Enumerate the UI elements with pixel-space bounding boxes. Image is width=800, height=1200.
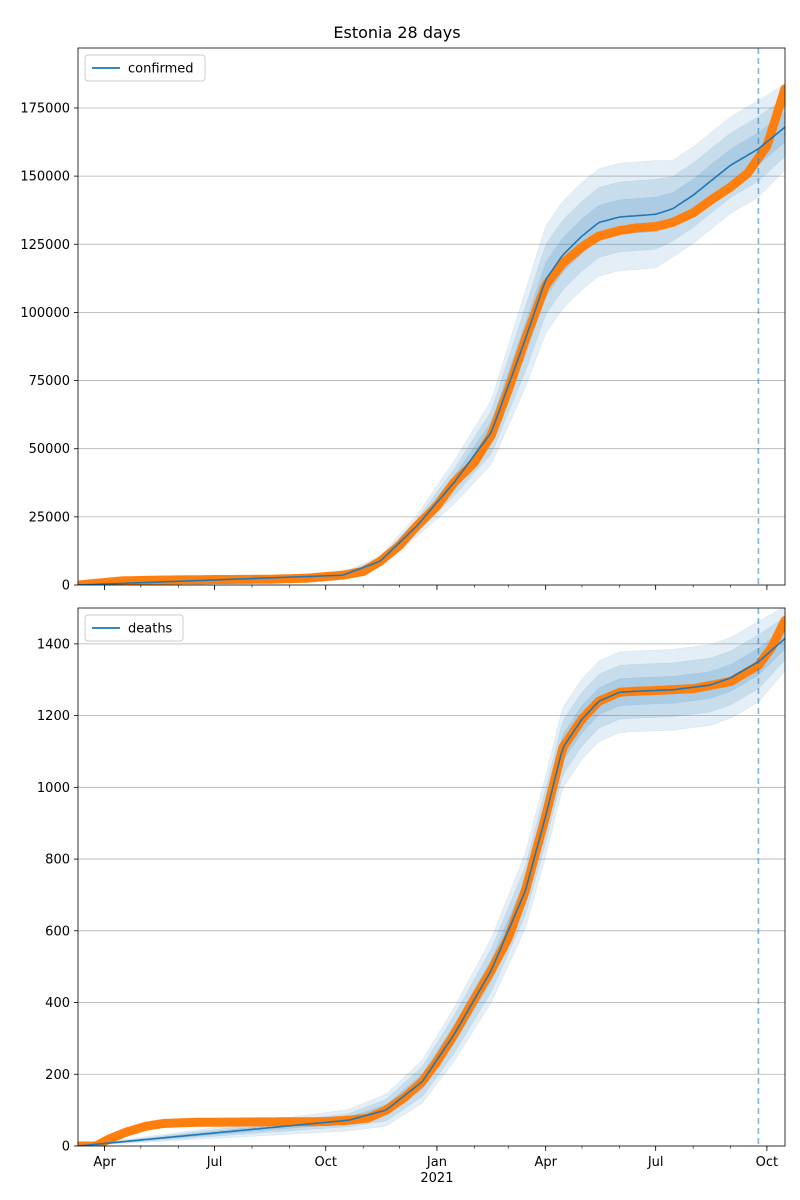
model-series — [78, 126, 785, 585]
y-tick-label: 0 — [62, 579, 70, 594]
confirmed-panel: 0 25000 50000 75000 100000 125000 150000 175000… — [20, 47, 786, 594]
y-tick-label: 800 — [45, 853, 70, 868]
y-tick-label: 25000 — [29, 510, 70, 525]
y-tick-label: 75000 — [29, 374, 70, 389]
observed-point — [159, 1118, 169, 1128]
observed-point — [743, 168, 753, 178]
chart-title: Estonia 28 days — [333, 23, 460, 42]
y-tick-label: 100000 — [20, 306, 70, 321]
observed-point — [631, 223, 641, 233]
observed-point — [558, 258, 568, 268]
legend-label: deaths — [128, 622, 173, 637]
x-year-label: 2021 — [420, 1171, 453, 1186]
axes-frame — [77, 607, 786, 1147]
observed-point — [705, 196, 715, 206]
observed-point — [469, 457, 479, 467]
x-tick-label: Oct — [756, 1155, 778, 1170]
x-tick-label: Apr — [93, 1155, 116, 1170]
legend-label: confirmed — [128, 62, 194, 77]
observed-point — [594, 231, 604, 241]
model-series — [78, 637, 785, 1146]
observed-point — [486, 430, 496, 440]
legend: deaths — [84, 614, 184, 642]
observed-point — [726, 182, 736, 192]
legend: confirmed — [84, 54, 206, 82]
x-tick-label: Jan — [426, 1155, 447, 1170]
y-tick-label: 1200 — [37, 709, 70, 724]
observed-point — [762, 141, 772, 151]
observed-point — [767, 642, 777, 652]
y-tick-label: 0 — [62, 1140, 70, 1155]
y-tick-label: 125000 — [20, 238, 70, 253]
observed-point — [141, 1121, 151, 1131]
observed-point — [104, 1134, 114, 1144]
observed-point — [688, 684, 698, 694]
plot-area — [78, 83, 785, 585]
x-tick-label: Oct — [315, 1155, 337, 1170]
observed-point — [78, 580, 83, 585]
observed-point — [780, 84, 785, 94]
axes-frame — [77, 47, 786, 586]
y-tick-label: 200 — [45, 1068, 70, 1083]
observed-point — [668, 217, 678, 227]
observed-point — [264, 574, 274, 584]
observed-point — [190, 1117, 200, 1127]
observed-point — [399, 1093, 409, 1103]
observed-point — [577, 242, 587, 252]
y-tick-label: 400 — [45, 996, 70, 1011]
legend-box — [84, 54, 206, 82]
legend-box — [84, 614, 184, 642]
observed-point — [394, 540, 404, 550]
observed-point — [123, 1127, 133, 1137]
x-tick-label: Jul — [206, 1155, 223, 1170]
y-tick-label: 1400 — [37, 637, 70, 652]
observed-point — [432, 501, 442, 511]
observed-point — [688, 208, 698, 218]
plot-area — [78, 608, 785, 1146]
deaths-panel: 0 200 400 600 800 1000 1200 1400 Apr Jul Oct Jan Apr… — [37, 607, 786, 1186]
y-tick-label: 1000 — [37, 781, 70, 796]
x-tick-label: Apr — [534, 1155, 557, 1170]
x-tick-label: Jul — [647, 1155, 664, 1170]
y-tick-label: 150000 — [20, 170, 70, 185]
observed-series — [78, 84, 785, 585]
observed-point — [247, 1117, 257, 1127]
y-tick-label: 175000 — [20, 101, 70, 116]
observed-point — [614, 226, 624, 236]
confidence-band — [78, 608, 785, 1146]
y-tick-label: 50000 — [29, 442, 70, 457]
y-tick-label: 600 — [45, 924, 70, 939]
observed-point — [651, 222, 661, 232]
observed-point — [301, 573, 311, 583]
observed-point — [780, 616, 785, 626]
observed-point — [153, 575, 163, 585]
